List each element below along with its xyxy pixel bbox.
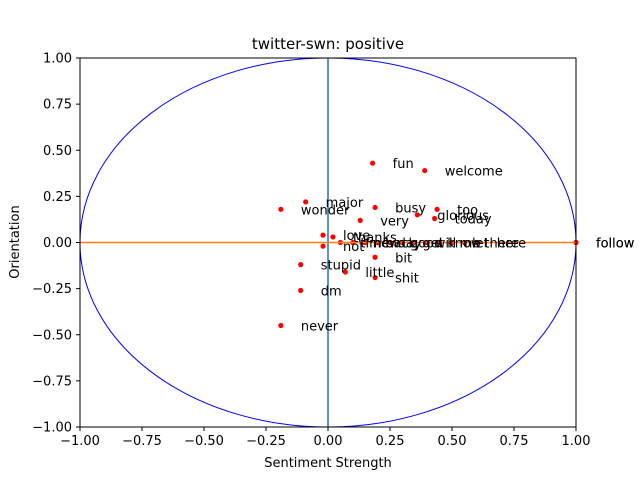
data-point: [298, 262, 304, 268]
data-point: [320, 232, 326, 238]
data-point: [342, 269, 348, 275]
point-label: major: [326, 196, 364, 211]
x-tick-label: 1.00: [562, 434, 591, 449]
point-label: know: [447, 237, 482, 252]
chart-title: twitter-swn: positive: [252, 35, 404, 53]
y-tick-label: −0.50: [32, 328, 72, 343]
data-point: [422, 167, 428, 174]
y-tick-label: −1.00: [32, 421, 72, 436]
point-label: me: [460, 237, 481, 252]
y-tick-label: 0.75: [43, 98, 72, 113]
x-tick-label: 0.50: [438, 434, 467, 449]
point-label: there: [484, 237, 518, 252]
point-label: good: [410, 237, 442, 252]
data-point: [303, 199, 309, 205]
x-tick-label: 0.25: [376, 434, 405, 449]
data-point: [298, 287, 304, 294]
y-tick-label: −0.75: [32, 374, 72, 389]
point-label: never: [301, 320, 339, 335]
point-label: new: [373, 237, 400, 252]
x-axis: −1.00 −0.75 −0.50 −0.25 0.00 0.25 0.50 0.75 1.00: [60, 427, 590, 449]
x-tick-label: 0.00: [314, 434, 343, 449]
data-point: [357, 217, 363, 223]
y-tick-label: 0.50: [43, 144, 72, 159]
point-label: thanks: [353, 231, 397, 246]
data-point: [372, 254, 378, 260]
y-tick-label: 0.00: [43, 236, 72, 251]
point-label: shit: [395, 272, 419, 287]
data-point: [278, 206, 284, 212]
data-point: [278, 322, 284, 329]
point-label: bit: [395, 251, 412, 266]
point-label: fun: [393, 157, 414, 172]
point-label: follow: [596, 237, 635, 252]
data-point: [432, 215, 438, 222]
x-tick-label: −0.25: [246, 434, 286, 449]
point-label: day: [398, 237, 422, 252]
point-label: love: [343, 229, 370, 244]
point-label: not: [343, 240, 364, 255]
data-point: [370, 160, 376, 166]
x-tick-label: −1.00: [60, 434, 100, 449]
data-point: [320, 243, 326, 249]
point-label: very: [380, 214, 409, 229]
data-point: [372, 204, 378, 211]
point-label: here: [497, 237, 526, 252]
point-label: get: [422, 237, 443, 252]
y-tick-label: 1.00: [43, 52, 72, 67]
point-label: today: [455, 213, 492, 228]
y-tick-label: 0.25: [43, 190, 72, 205]
point-label: little: [365, 266, 394, 281]
y-axis: −1.00 −0.75 −0.50 −0.25 0.00 0.25 0.50 0.75 1.00: [32, 52, 80, 436]
x-axis-label: Sentiment Strength: [264, 456, 392, 471]
x-tick-label: 0.75: [500, 434, 529, 449]
y-tick-label: −0.25: [32, 282, 72, 297]
point-label: too: [457, 203, 478, 218]
data-point: [434, 206, 440, 212]
x-tick-label: −0.75: [122, 434, 162, 449]
x-tick-label: −0.50: [184, 434, 224, 449]
data-point: [330, 234, 336, 240]
point-label: will: [435, 237, 456, 252]
y-axis-label: Orientation: [8, 205, 23, 278]
point-label: wonder: [301, 203, 350, 218]
data-point: [372, 274, 378, 281]
point-label: stupid: [321, 259, 361, 274]
point-label: back: [385, 237, 416, 252]
point-label: glorious: [437, 209, 489, 224]
point-label: time: [360, 237, 389, 252]
point-label: dm: [321, 284, 342, 299]
point-label: follow: [596, 237, 635, 252]
point-label: let: [472, 237, 489, 252]
data-point: [414, 212, 420, 218]
point-label: busy: [395, 201, 426, 216]
point-label: welcome: [445, 165, 503, 180]
